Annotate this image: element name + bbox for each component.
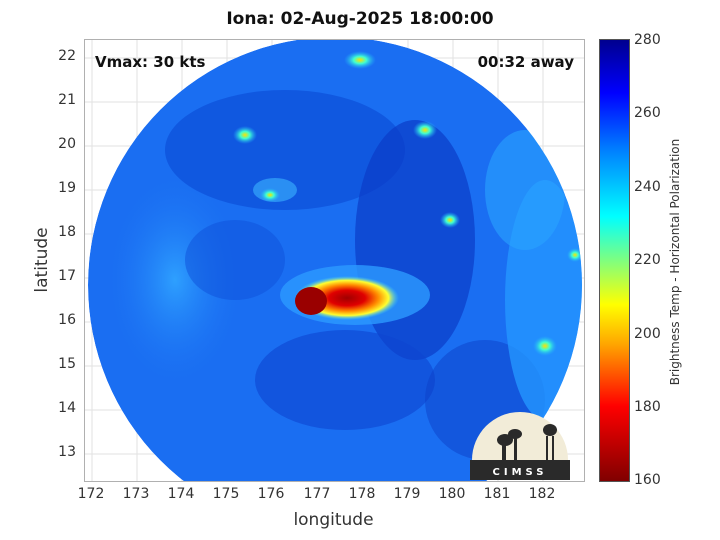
satellite-swath bbox=[88, 40, 582, 481]
y-tick-label: 22 bbox=[58, 48, 76, 64]
y-tick-label: 21 bbox=[58, 92, 76, 108]
x-tick-label: 174 bbox=[167, 486, 195, 502]
y-tick-label: 19 bbox=[58, 180, 76, 196]
y-axis-label: latitude bbox=[32, 227, 52, 293]
colorbar-tick: 220 bbox=[634, 252, 661, 268]
colorbar-tick: 180 bbox=[634, 399, 661, 415]
y-tick-label: 18 bbox=[58, 224, 76, 240]
x-tick-label: 180 bbox=[438, 486, 466, 502]
colorbar-tick: 200 bbox=[634, 326, 661, 342]
x-tick-label: 176 bbox=[257, 486, 285, 502]
y-tick-label: 20 bbox=[58, 136, 76, 152]
x-tick-label: 178 bbox=[348, 486, 376, 502]
x-tick-label: 172 bbox=[77, 486, 105, 502]
x-tick-label: 177 bbox=[303, 486, 331, 502]
x-tick-label: 173 bbox=[122, 486, 150, 502]
colorbar-tick: 160 bbox=[634, 472, 661, 488]
map-plot-area bbox=[84, 39, 585, 482]
x-tick-label: 182 bbox=[528, 486, 556, 502]
x-tick-label: 179 bbox=[393, 486, 421, 502]
y-tick-label: 16 bbox=[58, 312, 76, 328]
colorbar-tick: 280 bbox=[634, 32, 661, 48]
map-title: Iona: 02-Aug-2025 18:00:00 bbox=[226, 9, 494, 29]
logo-text: CIMSS bbox=[493, 467, 548, 478]
y-tick-label: 14 bbox=[58, 400, 76, 416]
colorbar-label: Brightness Temp - Horizontal Polarizatio… bbox=[668, 138, 682, 386]
colorbar bbox=[599, 39, 630, 482]
cimss-logo: CIMSS bbox=[470, 412, 570, 508]
x-tick-label: 175 bbox=[212, 486, 240, 502]
x-axis-label: longitude bbox=[293, 510, 374, 530]
colorbar-tick: 240 bbox=[634, 179, 661, 195]
colorbar-tick: 260 bbox=[634, 105, 661, 121]
y-tick-label: 15 bbox=[58, 356, 76, 372]
vmax-label: Vmax: 30 kts bbox=[95, 53, 206, 71]
y-tick-label: 13 bbox=[58, 444, 76, 460]
brightness-temperature-map bbox=[85, 40, 584, 481]
time-offset-label: 00:32 away bbox=[477, 53, 574, 71]
y-tick-label: 17 bbox=[58, 268, 76, 284]
x-tick-label: 181 bbox=[483, 486, 511, 502]
